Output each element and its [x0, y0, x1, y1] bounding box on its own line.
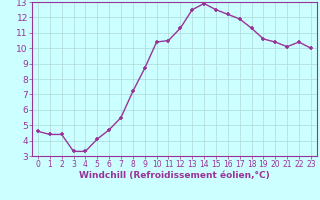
X-axis label: Windchill (Refroidissement éolien,°C): Windchill (Refroidissement éolien,°C) [79, 171, 270, 180]
